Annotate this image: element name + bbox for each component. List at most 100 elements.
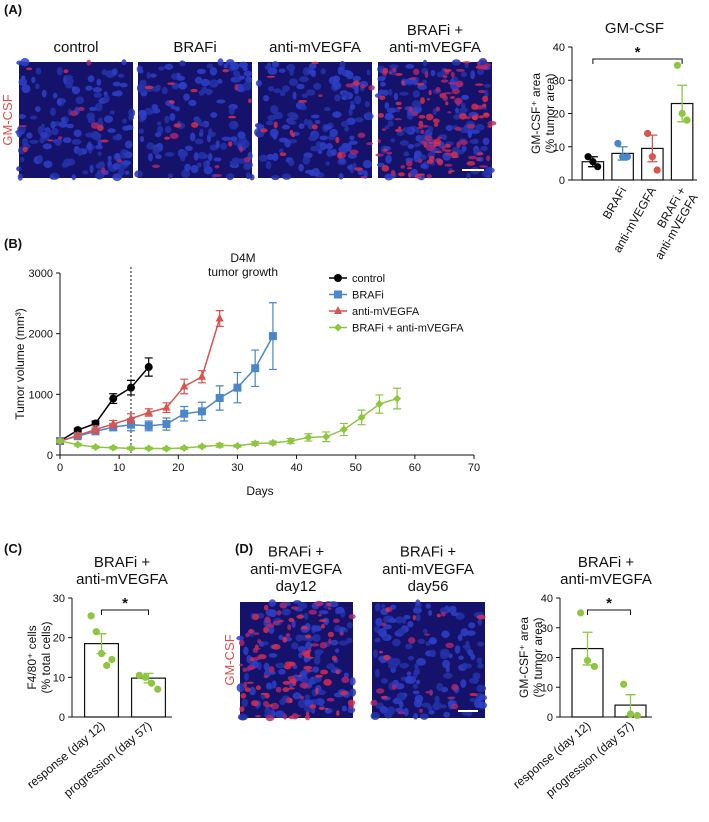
data-point [108, 655, 116, 664]
nucleus [164, 63, 174, 70]
stain-spot [213, 174, 222, 177]
nucleus [194, 76, 203, 84]
nucleus [454, 645, 461, 654]
stain-spot [456, 141, 461, 148]
nucleus [440, 648, 450, 657]
marker [73, 426, 82, 435]
stain-spot [101, 167, 106, 175]
stain-spot [315, 687, 319, 695]
stain-spot [78, 106, 85, 111]
nucleus [428, 709, 435, 715]
stain-spot [333, 618, 340, 624]
nucleus [414, 667, 421, 676]
nucleus [128, 113, 134, 121]
nucleus [374, 603, 381, 612]
marker [233, 441, 242, 450]
marker [91, 443, 100, 452]
nucleus [40, 131, 48, 139]
nucleus [386, 107, 397, 114]
nucleus [275, 662, 286, 669]
nucleus [20, 58, 30, 67]
nucleus [112, 81, 121, 87]
stain-spot [447, 696, 456, 700]
y-tick-label: 10 [553, 142, 565, 154]
y-tick-label: 0 [47, 450, 53, 462]
nucleus [478, 618, 483, 626]
nucleus [302, 155, 311, 165]
nucleus [175, 75, 186, 81]
nucleus [279, 90, 286, 97]
nucleus [255, 79, 263, 87]
stain-spot [339, 631, 344, 636]
nucleus [436, 682, 444, 692]
nucleus [347, 706, 356, 714]
stain-spot [70, 110, 78, 117]
marker [180, 381, 189, 390]
marker [109, 443, 118, 452]
nucleus [414, 663, 419, 670]
nucleus [303, 118, 309, 126]
stain-spot [455, 80, 464, 88]
nucleus [87, 75, 95, 83]
stain-spot [375, 153, 384, 157]
stain-spot [394, 118, 402, 121]
nucleus [62, 137, 72, 144]
nucleus [383, 711, 393, 719]
nucleus [246, 654, 252, 664]
nucleus [124, 140, 133, 149]
stain-spot [327, 631, 335, 638]
stain-spot [448, 82, 457, 85]
nucleus [97, 151, 102, 157]
marker [73, 430, 82, 439]
nucleus [263, 641, 269, 646]
nucleus [75, 96, 84, 105]
nucleus [292, 692, 302, 700]
micrograph [370, 599, 488, 720]
legend-marker [334, 274, 342, 282]
nucleus [73, 129, 82, 137]
nucleus [467, 130, 473, 138]
nucleus [470, 653, 476, 661]
x-tick-label: 20 [172, 462, 184, 474]
nucleus [278, 668, 286, 675]
nucleus [196, 68, 206, 75]
stain-spot [298, 99, 308, 103]
stain-spot [222, 69, 230, 73]
stain-spot [348, 614, 356, 620]
nucleus [480, 145, 488, 151]
stain-spot [425, 113, 434, 121]
stain-spot [144, 85, 154, 90]
nucleus [237, 131, 246, 139]
stain-spot [348, 702, 354, 709]
stain-spot [306, 656, 315, 659]
nucleus [267, 114, 277, 121]
nucleus [178, 81, 188, 90]
stain-spot [381, 128, 387, 131]
nucleus [249, 174, 255, 181]
stain-spot [417, 158, 423, 163]
nucleus [226, 59, 235, 66]
data-point [87, 612, 95, 620]
nucleus [475, 123, 485, 131]
y-tick-label: 30 [553, 75, 565, 87]
nucleus [146, 72, 151, 79]
stain-spot [425, 144, 435, 152]
nucleus [124, 151, 133, 159]
nucleus [330, 148, 337, 156]
nucleus [461, 145, 467, 152]
nucleus [51, 128, 59, 136]
nucleus [236, 635, 245, 641]
nucleus [208, 128, 213, 137]
x-tick-label: 50 [350, 462, 362, 474]
nucleus [366, 69, 371, 76]
nucleus [238, 61, 248, 69]
nucleus [412, 606, 422, 614]
marker [197, 371, 206, 380]
stain-spot [436, 159, 444, 166]
stain-spot [282, 636, 288, 643]
nucleus [288, 159, 295, 167]
nucleus [379, 706, 388, 714]
nucleus [443, 711, 451, 718]
nucleus [405, 64, 415, 69]
stain-spot [416, 82, 425, 86]
